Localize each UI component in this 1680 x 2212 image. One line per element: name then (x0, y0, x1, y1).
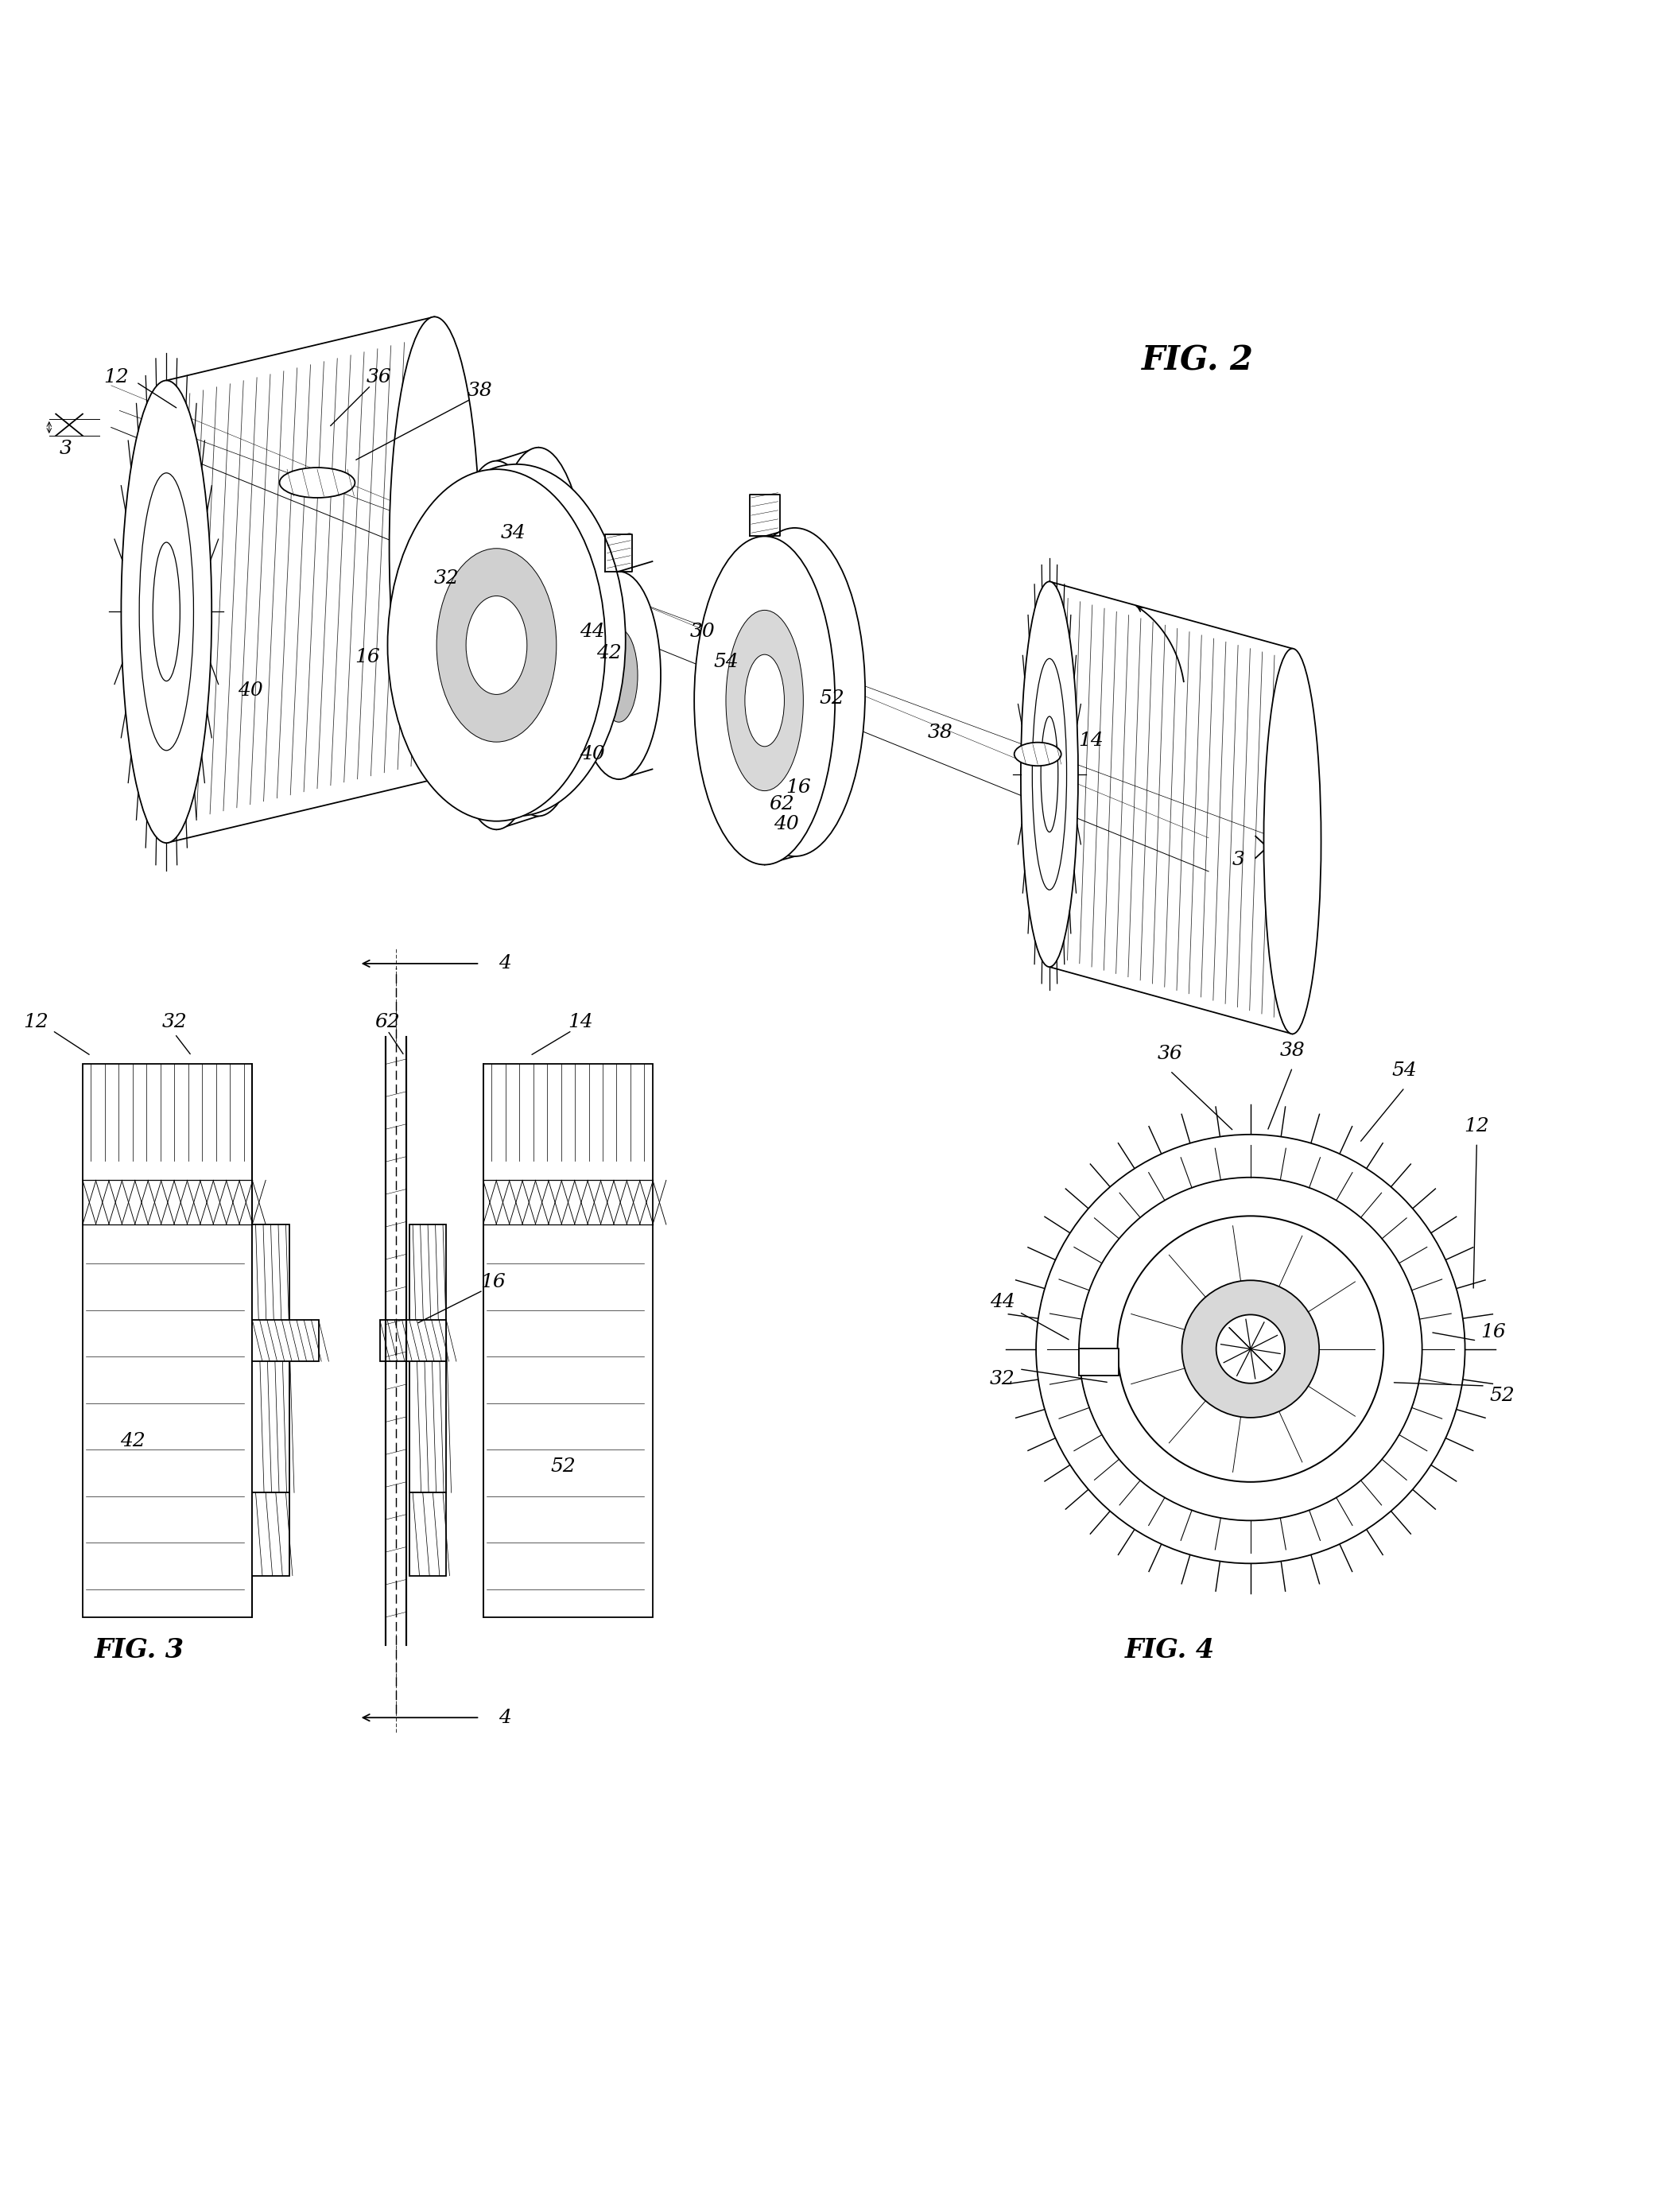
Text: 14: 14 (1079, 732, 1104, 750)
Ellipse shape (153, 542, 180, 681)
Bar (1079, 1349, 1119, 1376)
Ellipse shape (388, 469, 605, 821)
Bar (252, 1225, 289, 1493)
Text: 40: 40 (774, 816, 800, 834)
Bar (252, 1493, 289, 1575)
Text: 16: 16 (354, 648, 380, 666)
Text: FIG. 3: FIG. 3 (94, 1637, 185, 1663)
Ellipse shape (437, 549, 556, 741)
Ellipse shape (139, 473, 193, 750)
Text: 36: 36 (1158, 1044, 1183, 1064)
Text: 16: 16 (786, 779, 811, 796)
Ellipse shape (444, 460, 549, 830)
Text: 40: 40 (580, 745, 605, 763)
Ellipse shape (694, 535, 835, 865)
Ellipse shape (1021, 582, 1079, 967)
Circle shape (1183, 1281, 1319, 1418)
Text: 16: 16 (480, 1272, 506, 1292)
Ellipse shape (1015, 743, 1062, 765)
Bar (410, 1225, 447, 1493)
Circle shape (1117, 1217, 1384, 1482)
Text: 14: 14 (568, 1013, 593, 1031)
Ellipse shape (390, 316, 480, 779)
Ellipse shape (1032, 659, 1067, 889)
Text: 44: 44 (990, 1292, 1015, 1312)
Text: 52: 52 (551, 1458, 576, 1475)
Ellipse shape (576, 571, 660, 779)
Bar (82, 1064, 252, 1617)
Text: 36: 36 (366, 367, 391, 387)
Circle shape (1216, 1314, 1285, 1382)
Text: 12: 12 (104, 367, 129, 387)
Text: 52: 52 (820, 690, 845, 708)
Text: 44: 44 (580, 622, 605, 641)
Text: 38: 38 (467, 380, 492, 400)
Circle shape (1037, 1135, 1465, 1564)
Bar (410, 1493, 447, 1575)
Text: 3: 3 (59, 440, 72, 458)
Ellipse shape (1042, 717, 1058, 832)
Text: 54: 54 (714, 653, 739, 670)
Text: 52: 52 (1488, 1387, 1514, 1405)
Text: FIG. 2: FIG. 2 (1142, 343, 1253, 376)
Text: 12: 12 (24, 1013, 49, 1031)
Text: 42: 42 (596, 644, 622, 664)
Text: 38: 38 (927, 723, 953, 741)
Ellipse shape (724, 529, 865, 856)
Ellipse shape (408, 465, 625, 816)
Text: 54: 54 (1393, 1062, 1418, 1079)
Ellipse shape (121, 380, 212, 843)
Ellipse shape (744, 655, 785, 745)
Text: 38: 38 (1280, 1042, 1305, 1060)
Ellipse shape (279, 467, 354, 498)
Text: 32: 32 (990, 1369, 1015, 1389)
Circle shape (1079, 1177, 1421, 1520)
Text: 4: 4 (499, 1708, 511, 1728)
Bar (484, 1064, 654, 1617)
Ellipse shape (600, 628, 638, 721)
Text: 62: 62 (769, 796, 795, 814)
Text: FIG. 4: FIG. 4 (1126, 1637, 1215, 1663)
Ellipse shape (1263, 648, 1320, 1033)
Text: 32: 32 (163, 1013, 188, 1031)
Ellipse shape (486, 447, 591, 816)
Bar (380, 1321, 447, 1360)
Text: 32: 32 (433, 568, 459, 588)
Text: 16: 16 (1480, 1323, 1505, 1340)
Text: 30: 30 (690, 622, 716, 641)
Text: 62: 62 (375, 1013, 400, 1031)
Text: 12: 12 (1463, 1117, 1490, 1135)
Text: 4: 4 (499, 953, 511, 973)
Ellipse shape (465, 595, 528, 695)
Text: 3: 3 (1233, 852, 1245, 869)
Ellipse shape (726, 611, 803, 792)
Text: 40: 40 (237, 681, 262, 699)
Bar (252, 1321, 319, 1360)
Text: 34: 34 (501, 524, 526, 542)
Text: 42: 42 (121, 1431, 146, 1451)
